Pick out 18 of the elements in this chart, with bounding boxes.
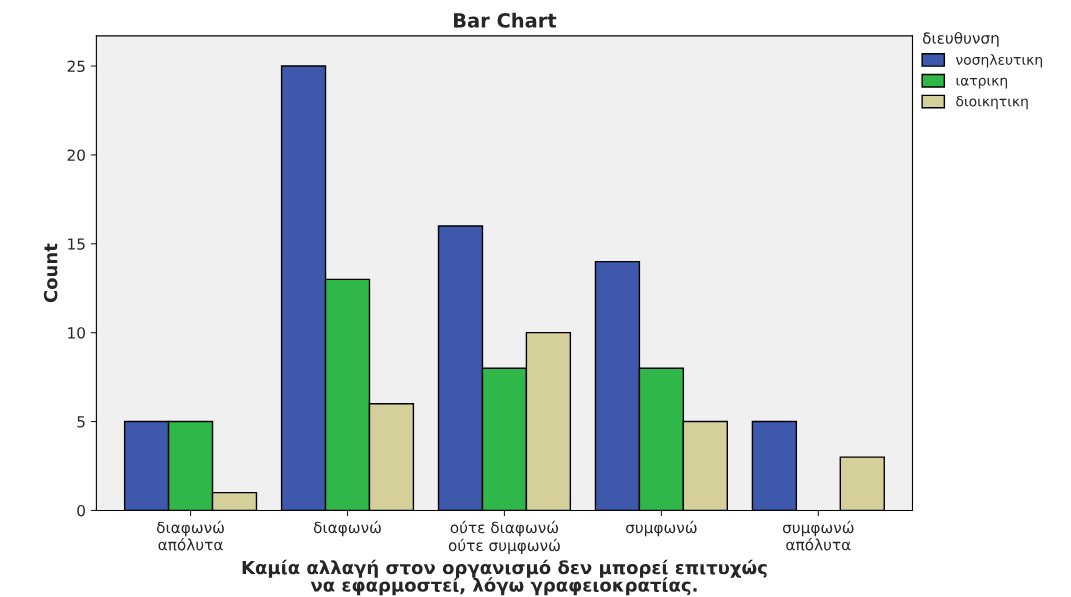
y-axis-title: Count (43, 243, 58, 303)
legend-label: διοικητικη (956, 96, 1028, 110)
legend-label: ιατρικη (956, 77, 1007, 89)
legend-label: νοσηλευτικη (955, 54, 1042, 68)
x-tick-label: συμφωνώ απόλυτα (782, 520, 854, 551)
x-tick-label: ούτε διαφωνώ ούτε συμφωνώ (448, 520, 560, 555)
legend-title: διευθυνση (922, 31, 999, 47)
y-tick-label: 15 (68, 238, 85, 250)
y-tick-label: 5 (77, 416, 85, 428)
y-tick-label: 10 (68, 327, 85, 339)
y-tick-label: 0 (77, 504, 85, 517)
chart-title: Bar Chart (454, 12, 557, 28)
x-tick-label: διαφωνώ (313, 520, 381, 537)
x-tick-label: συμφωνώ (626, 520, 697, 537)
x-tick-label: διαφωνώ απόλυτα (157, 520, 224, 551)
y-tick-label: 20 (67, 149, 85, 161)
y-tick-label: 25 (67, 60, 85, 73)
x-axis-title: Καμία αλλαγή στον οργανισμό δεν μπορεί επιτυχώς να εφαρμοστεί, λόγω γραφειοκρατίας. (242, 559, 767, 596)
